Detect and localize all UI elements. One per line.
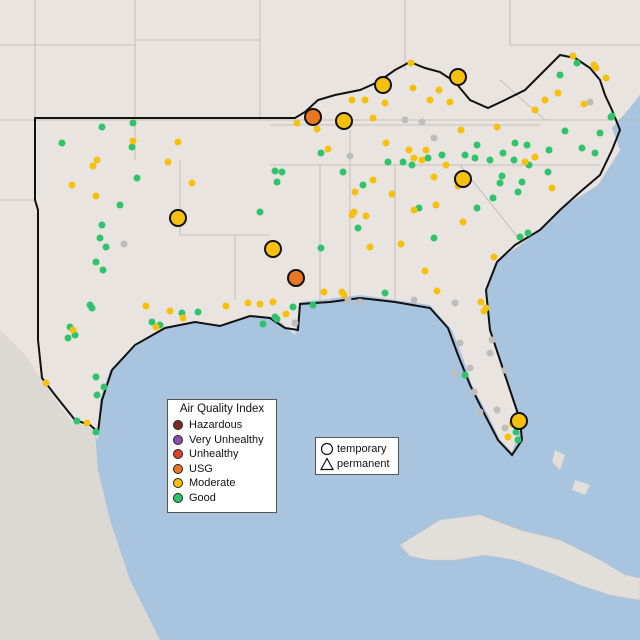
legend-item-usg: USG [168,462,276,477]
monitor-large-moderate-6 [264,240,282,258]
legend-item-hazardous: Hazardous [168,418,276,433]
monitors-good [58,59,616,444]
monitor-large-moderate-7 [510,412,528,430]
legend-item-very-unhealthy: Very Unhealthy [168,433,276,448]
legend-swatch-hazardous [173,420,183,431]
legend-item-good: Good [168,491,276,506]
aqi-legend: Air Quality Index Hazardous Very Unhealt… [167,399,277,513]
legend-label-unhealthy: Unhealthy [189,448,239,461]
monitor-large-moderate-3 [335,112,353,130]
legend-label-usg: USG [189,462,213,475]
circle-icon [320,442,334,455]
legend-title: Air Quality Index [179,403,265,415]
shape-legend-temporary: temporary [316,441,398,456]
legend-swatch-unhealthy [173,449,183,460]
legend-item-unhealthy: Unhealthy [168,447,276,462]
monitors-moderate [42,52,610,441]
monitor-large-moderate-2 [449,68,467,86]
legend-swatch-moderate [173,478,183,489]
legend-label-good: Good [189,491,216,504]
land-cuba [399,514,640,601]
land-mexico [0,330,160,640]
monitor-large-moderate-4 [454,170,472,188]
land-bahamas [552,450,590,495]
shape-legend-temporary-label: temporary [337,442,387,455]
monitor-large-moderate-1 [374,76,392,94]
monitor-large-usg-1 [304,108,322,126]
monitors-large [169,68,528,430]
legend-label-moderate: Moderate [189,477,236,490]
shape-legend-permanent-label: permanent [337,457,390,470]
legend-label-hazardous: Hazardous [189,419,243,432]
monitor-large-usg-2 [287,269,305,287]
monitors-no-data [120,98,594,432]
legend-swatch-good [173,492,183,503]
legend-label-very-unhealthy: Very Unhealthy [189,433,264,446]
legend-item-moderate: Moderate [168,476,276,491]
legend-swatch-very-unhealthy [173,434,183,445]
legend-swatch-usg [173,463,183,474]
shape-legend: temporary permanent [315,437,399,475]
triangle-icon [320,456,334,470]
monitor-large-moderate-5 [169,209,187,227]
shape-legend-permanent: permanent [316,456,398,471]
